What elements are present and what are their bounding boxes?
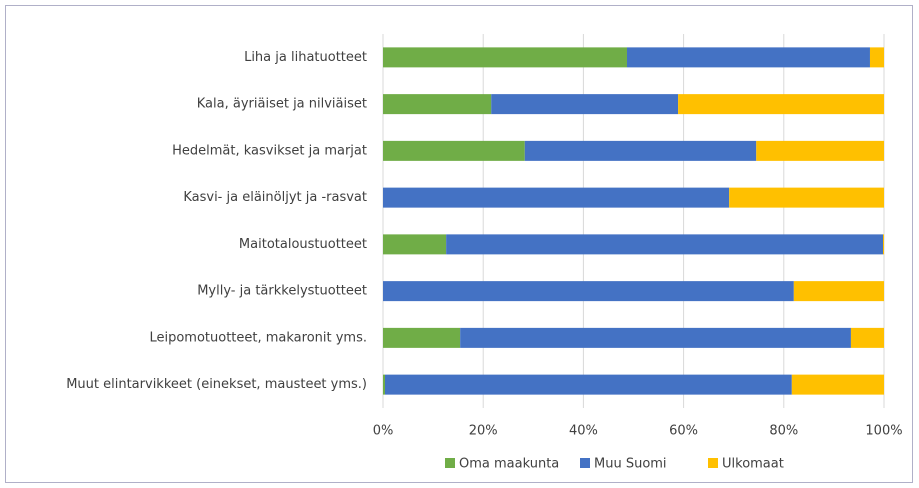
legend-label: Ulkomaat <box>722 457 784 472</box>
bar-segment <box>626 47 870 68</box>
bar-segment <box>383 187 730 208</box>
x-tick-label: 40% <box>569 424 598 439</box>
bar-segment <box>491 94 679 115</box>
bar-segment <box>678 94 884 115</box>
bar-segment <box>383 94 492 115</box>
bar-segment <box>446 234 883 255</box>
x-tick-label: 20% <box>469 424 498 439</box>
bar-segment <box>383 140 525 161</box>
x-tick-label: 100% <box>865 424 902 439</box>
legend-swatch <box>445 458 455 468</box>
bar-segment <box>385 374 792 395</box>
bar-segment <box>882 234 884 255</box>
bar-segment <box>524 140 757 161</box>
bar-segment <box>850 327 884 348</box>
legend-swatch <box>580 458 590 468</box>
x-tick-label: 80% <box>769 424 798 439</box>
y-tick-label: Kala, äyriäiset ja nilviäiset <box>197 97 367 112</box>
bar-segment <box>383 234 447 255</box>
legend-swatch <box>708 458 718 468</box>
legend-label: Oma maakunta <box>459 457 559 472</box>
x-tick-label: 0% <box>373 424 394 439</box>
bar-segment <box>383 281 794 302</box>
y-tick-label: Liha ja lihatuotteet <box>244 50 367 65</box>
bar-segment <box>383 327 461 348</box>
y-tick-label: Kasvi- ja eläinöljyt ja -rasvat <box>183 190 367 205</box>
y-tick-label: Muut elintarvikkeet (einekset, mausteet … <box>66 377 367 392</box>
bar-segment <box>793 281 884 302</box>
y-tick-label: Hedelmät, kasvikset ja marjat <box>172 143 367 158</box>
bar-segment <box>791 374 884 395</box>
legend-label: Muu Suomi <box>594 457 667 472</box>
y-tick-label: Maitotaloustuotteet <box>239 237 367 252</box>
bar-segment <box>460 327 851 348</box>
bar-segment <box>383 374 386 395</box>
y-tick-label: Mylly- ja tärkkelystuotteet <box>197 284 367 299</box>
bar-segment <box>383 47 627 68</box>
y-tick-label: Leipomotuotteet, makaronit yms. <box>149 330 367 345</box>
bar-segment <box>756 140 884 161</box>
bar-segment <box>869 47 884 68</box>
x-tick-label: 60% <box>669 424 698 439</box>
bar-segment <box>729 187 884 208</box>
